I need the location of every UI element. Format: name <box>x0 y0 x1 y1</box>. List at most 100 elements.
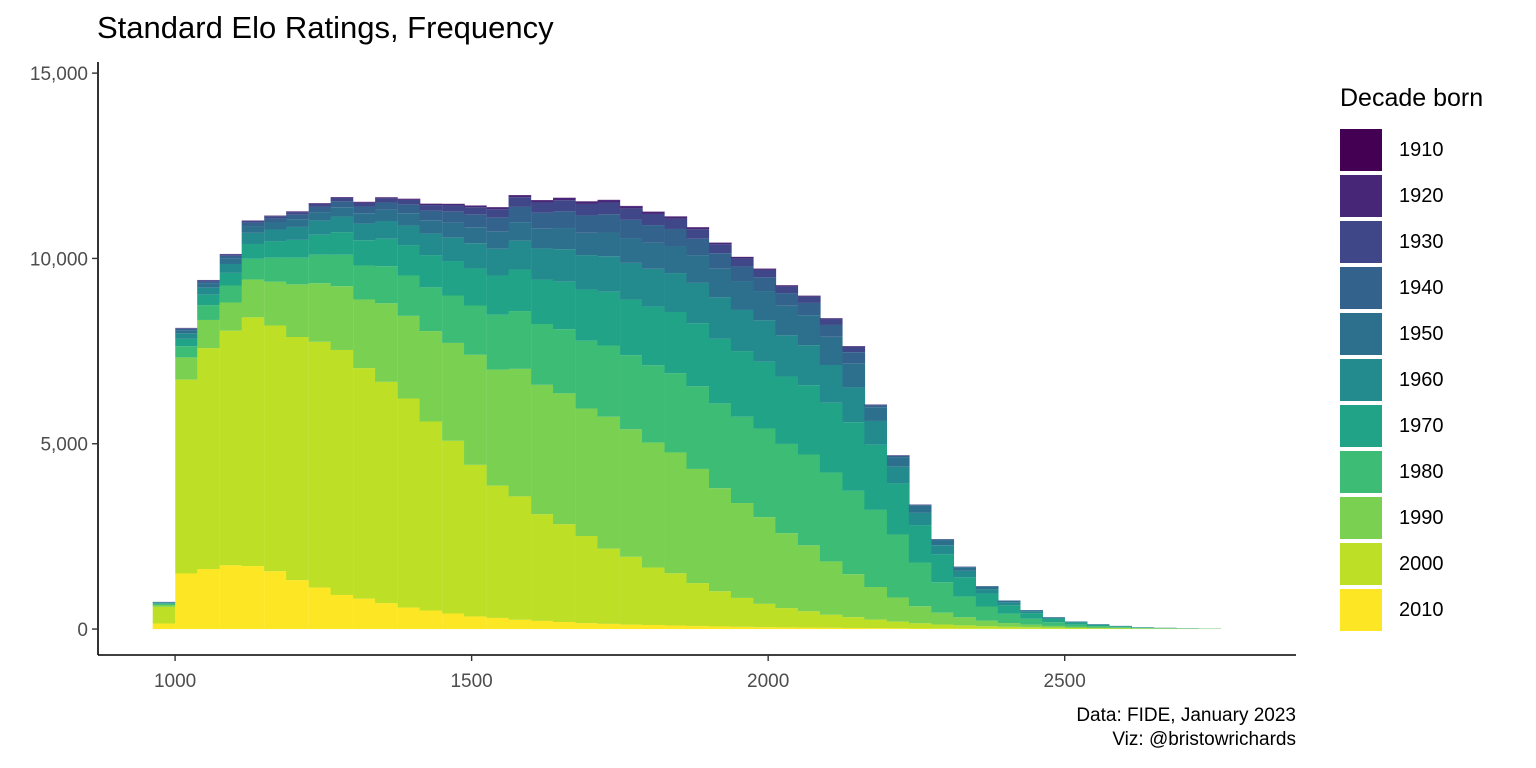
bar-segment-1920 <box>353 201 376 203</box>
bar-segment-2000 <box>553 524 576 623</box>
bar-segment-1940 <box>864 405 888 408</box>
bar-segment-1950 <box>664 246 688 274</box>
bar-segment-1940 <box>597 214 621 233</box>
bar-segment-1930 <box>264 216 287 219</box>
bar-segment-1990 <box>819 561 843 615</box>
bar-segment-1990 <box>241 279 265 318</box>
bar-segment-2010 <box>197 569 220 630</box>
bar-segment-1920 <box>531 200 554 203</box>
bar-segment-1960 <box>864 420 888 445</box>
bar-segment-1960 <box>797 345 821 386</box>
y-tick-label: 10,000 <box>30 249 88 270</box>
bar-segment-1970 <box>197 294 220 306</box>
bar-segment-2000 <box>330 349 354 595</box>
bar-segment-1950 <box>553 228 576 250</box>
bar-segment-1980 <box>953 596 976 618</box>
x-axis-ticks: 1000 1500 2000 2500 <box>154 655 1086 692</box>
bar-segment-2000 <box>931 624 955 629</box>
legend-item: 1990 <box>1340 495 1483 541</box>
bar-segment-1960 <box>553 249 576 282</box>
legend-title: Decade born <box>1340 84 1484 112</box>
bar-segment-1970 <box>886 483 910 535</box>
bar-segment-1950 <box>908 505 932 513</box>
bar-segment-1970 <box>953 577 976 597</box>
bar-segment-1990 <box>553 393 576 525</box>
legend-item: 1960 <box>1340 357 1483 403</box>
bar-segment-2000 <box>486 485 510 618</box>
bar-segment-1970 <box>597 291 621 346</box>
bar-segment-2000 <box>864 619 888 629</box>
bar-segment-1960 <box>886 466 910 484</box>
bar-segment-1960 <box>375 220 398 239</box>
bar-segment-1990 <box>308 283 332 342</box>
bar-segment-2010 <box>286 580 309 630</box>
bar-segment-1990 <box>641 442 665 568</box>
bar-segment-1950 <box>375 209 398 221</box>
bar-segment-1990 <box>953 617 976 626</box>
bar-segment-2010 <box>664 625 688 630</box>
bar-segment-2000 <box>597 548 621 624</box>
bar-segment-2010 <box>397 607 421 630</box>
bar-segment-1930 <box>664 218 688 229</box>
bar-segment-1930 <box>308 203 332 207</box>
legend-swatch <box>1340 497 1382 539</box>
bar-segment-2000 <box>819 614 843 628</box>
bar-segment-1930 <box>842 346 866 353</box>
bar-segment-1940 <box>908 504 932 506</box>
legend-item: 2010 <box>1340 587 1483 633</box>
bar-segment-1940 <box>730 266 754 282</box>
bar-segment-1980 <box>508 311 532 369</box>
legend-swatch <box>1340 175 1382 217</box>
legend-label: 1910 <box>1399 138 1444 161</box>
bar-segment-1960 <box>197 287 220 295</box>
bar-segment-1950 <box>975 586 999 590</box>
bar-segment-1980 <box>686 386 710 469</box>
bar-segment-1940 <box>753 277 777 292</box>
bar-segment-1920 <box>775 285 799 287</box>
bar-segment-2000 <box>197 348 220 570</box>
bar-segment-1980 <box>819 472 843 562</box>
bar-segment-2000 <box>641 567 665 625</box>
bar-segment-2010 <box>842 627 866 630</box>
bar-segment-1950 <box>1020 610 1044 612</box>
bar-segment-1950 <box>709 268 732 298</box>
bar-segment-1950 <box>175 330 198 334</box>
bar-segment-1970 <box>931 554 955 583</box>
bar-segment-1990 <box>375 303 398 382</box>
bar-segment-1930 <box>531 202 554 213</box>
bar-segment-1920 <box>330 197 354 199</box>
bar-segment-2000 <box>152 606 176 624</box>
bar-segment-2010 <box>308 587 332 630</box>
bar-segment-1920 <box>553 197 576 201</box>
bar-segment-2010 <box>152 623 176 630</box>
bar-segment-1960 <box>575 255 599 290</box>
bar-segment-1960 <box>264 229 287 242</box>
x-tick-label: 2000 <box>747 671 789 692</box>
bar-segment-1980 <box>308 254 332 284</box>
bar-segment-1970 <box>686 323 710 387</box>
bar-segment-1940 <box>531 212 554 229</box>
bar-segment-1920 <box>264 215 287 217</box>
bar-segment-2000 <box>1109 628 1132 629</box>
bar-segment-2010 <box>864 628 888 630</box>
bar-segment-2000 <box>1086 628 1110 629</box>
bar-segment-1940 <box>553 211 576 229</box>
bar-segment-1950 <box>864 407 888 421</box>
bar-segment-1920 <box>442 203 465 206</box>
bar-segment-2000 <box>908 623 932 629</box>
bar-segment-1950 <box>686 255 710 283</box>
bar-segment-1950 <box>620 238 643 263</box>
bar-segment-2000 <box>219 330 243 566</box>
bar-segment-1930 <box>442 205 465 212</box>
bar-segment-1960 <box>486 248 510 276</box>
bar-segment-1970 <box>508 269 532 312</box>
bar-segment-2000 <box>264 325 287 572</box>
legend-swatch <box>1340 313 1382 355</box>
bar-segment-2010 <box>886 628 910 630</box>
bar-segment-1960 <box>819 364 843 403</box>
bar-segment-1970 <box>442 261 465 296</box>
bar-segment-1920 <box>397 198 421 200</box>
bar-segment-1950 <box>531 228 554 249</box>
bar-segment-1970 <box>664 311 688 374</box>
bar-segment-1990 <box>486 369 510 486</box>
